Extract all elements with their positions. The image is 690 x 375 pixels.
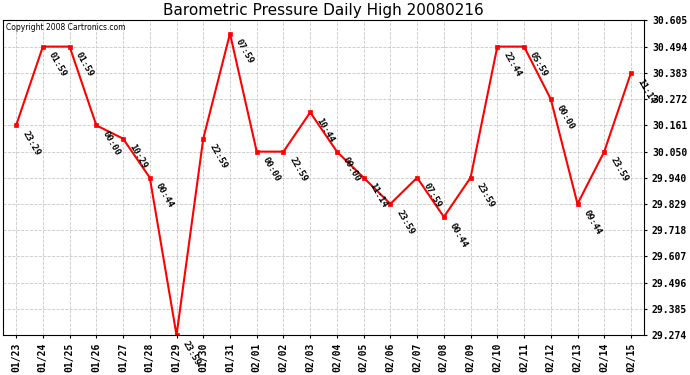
- Text: 01:59: 01:59: [74, 51, 95, 78]
- Text: 09:44: 09:44: [582, 208, 603, 236]
- Text: 22:59: 22:59: [288, 156, 309, 184]
- Text: 01:59: 01:59: [47, 51, 68, 78]
- Text: 23:29: 23:29: [20, 129, 41, 157]
- Text: 07:59: 07:59: [422, 182, 442, 210]
- Text: 11:14: 11:14: [635, 77, 656, 105]
- Text: 00:00: 00:00: [261, 156, 282, 184]
- Text: 00:00: 00:00: [101, 129, 121, 157]
- Text: 00:00: 00:00: [555, 103, 576, 131]
- Text: Copyright 2008 Cartronics.com: Copyright 2008 Cartronics.com: [6, 24, 126, 33]
- Text: 23:59: 23:59: [181, 339, 202, 367]
- Text: 00:44: 00:44: [154, 182, 175, 210]
- Text: 05:59: 05:59: [529, 51, 549, 78]
- Text: 00:00: 00:00: [341, 156, 362, 184]
- Text: 22:59: 22:59: [208, 143, 228, 171]
- Text: 00:44: 00:44: [448, 221, 469, 249]
- Text: 10:44: 10:44: [315, 117, 335, 144]
- Text: 11:14: 11:14: [368, 182, 389, 210]
- Text: 22:44: 22:44: [502, 51, 523, 78]
- Text: 23:59: 23:59: [609, 156, 630, 184]
- Text: 23:59: 23:59: [475, 182, 496, 210]
- Text: 23:59: 23:59: [395, 208, 416, 236]
- Text: 10:29: 10:29: [127, 143, 148, 171]
- Title: Barometric Pressure Daily High 20080216: Barometric Pressure Daily High 20080216: [163, 3, 484, 18]
- Text: 07:59: 07:59: [234, 38, 255, 66]
